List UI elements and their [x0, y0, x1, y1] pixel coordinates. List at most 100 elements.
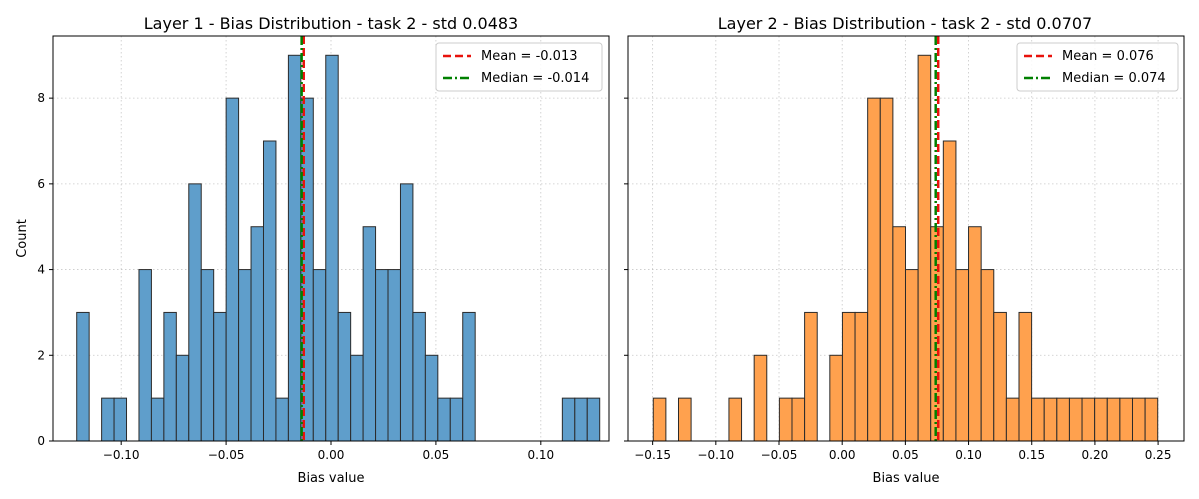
histogram-bar — [677, 397, 692, 442]
histogram-bar — [791, 397, 806, 442]
reference-lines — [934, 36, 940, 441]
reference-lines — [300, 36, 305, 441]
histogram-bar — [113, 397, 128, 442]
histogram-bar — [968, 226, 982, 442]
x-tick-label: 0.00 — [829, 448, 856, 462]
x-tick-label: 0.15 — [1018, 448, 1045, 462]
x-tick-label: 0.00 — [318, 448, 345, 462]
histogram-bar — [1081, 397, 1096, 442]
histogram-bar — [955, 269, 970, 442]
histogram-bar — [1031, 397, 1045, 442]
legend: Mean = -0.013 Median = -0.014 — [435, 42, 603, 92]
y-ticks — [624, 97, 628, 442]
histogram-bar — [904, 269, 919, 442]
legend-median-label: Median = 0.074 — [1062, 71, 1166, 86]
histogram-bar — [175, 354, 190, 442]
histogram-bar — [980, 269, 995, 442]
histogram-bar — [262, 140, 277, 442]
histogram-bar — [841, 311, 856, 442]
histogram-bar — [1018, 311, 1033, 442]
histogram-bar — [728, 397, 743, 442]
x-tick-label: −0.10 — [103, 448, 140, 462]
histogram-bar — [917, 54, 932, 442]
histogram-bar — [1144, 397, 1159, 442]
histogram-bar — [1043, 397, 1058, 442]
chart-title: Layer 2 - Bias Distribution - task 2 - s… — [718, 14, 1092, 33]
x-tick-label: −0.10 — [697, 448, 734, 462]
histogram-bar — [1131, 397, 1146, 442]
x-axis-label: Bias value — [873, 471, 940, 486]
legend-median-label: Median = -0.014 — [481, 71, 589, 86]
histogram-bar — [753, 354, 768, 442]
histogram-bar — [437, 397, 451, 442]
x-tick-label: 0.10 — [527, 448, 554, 462]
histogram-bar — [867, 97, 881, 442]
histogram-bar — [275, 397, 289, 442]
histogram-bar — [200, 269, 215, 442]
histogram-bar — [375, 269, 389, 442]
y-axis-label: Count — [15, 219, 30, 258]
x-tick-label: 0.20 — [1082, 448, 1109, 462]
legend-mean-label: Mean = 0.076 — [1062, 49, 1154, 64]
histogram-bar — [778, 397, 793, 442]
histogram-bar — [213, 311, 227, 442]
x-tick-label: −0.05 — [761, 448, 798, 462]
x-tick-label: 0.25 — [1145, 448, 1172, 462]
x-tick-label: 0.05 — [892, 448, 919, 462]
histogram-bar — [387, 269, 401, 442]
histogram-bar — [163, 311, 177, 442]
x-ticks: −0.15 −0.10 −0.05 0.00 0.05 0.10 0.15 0.20 0.25 — [634, 441, 1171, 462]
legend-box — [1016, 42, 1179, 92]
y-tick-label: 6 — [37, 177, 45, 191]
y-tick-label: 4 — [37, 263, 45, 277]
histogram-bar — [574, 397, 588, 442]
histogram-bar — [138, 269, 152, 442]
y-tick-label: 8 — [37, 91, 45, 105]
histogram-bar — [412, 311, 426, 442]
histogram-bar — [399, 183, 414, 442]
histogram-bar — [829, 354, 843, 442]
histogram-bar — [1106, 397, 1121, 442]
histogram-bar — [1005, 397, 1020, 442]
histogram-bar — [287, 54, 302, 442]
x-tick-label: −0.05 — [208, 448, 245, 462]
y-tick-label: 0 — [37, 434, 45, 448]
legend: Mean = 0.076 Median = 0.074 — [1016, 42, 1179, 92]
histogram-bar — [76, 311, 90, 442]
histogram-bar — [892, 226, 906, 442]
histogram-bar — [804, 311, 818, 442]
histogram-bar — [1056, 397, 1070, 442]
histogram-bar — [652, 397, 667, 442]
histogram-bar — [101, 397, 115, 442]
histogram-bars — [76, 54, 601, 442]
histogram-bar — [586, 397, 601, 442]
legend-mean-label: Mean = -0.013 — [481, 49, 577, 64]
histogram-bar — [1119, 397, 1133, 442]
axes-frame — [627, 35, 1185, 442]
histogram-bar — [225, 97, 240, 442]
histogram-bar — [561, 397, 576, 442]
y-tick-label: 2 — [37, 348, 45, 362]
panel-layer-1: Layer 1 - Bias Distribution - task 2 - s… — [15, 14, 610, 486]
histogram-bar — [854, 311, 869, 442]
histogram-bar — [150, 397, 165, 442]
histogram-bar — [362, 226, 377, 442]
histogram-bar — [462, 311, 476, 442]
histogram-bar — [424, 354, 439, 442]
histogram-bar — [238, 269, 252, 442]
x-axis-label: Bias value — [298, 471, 365, 486]
histogram-bar — [325, 54, 339, 442]
x-tick-label: −0.15 — [634, 448, 671, 462]
histogram-bar — [993, 311, 1007, 442]
x-ticks: −0.10 −0.05 0.00 0.05 0.10 — [103, 441, 554, 462]
x-tick-label: 0.05 — [423, 448, 450, 462]
panel-layer-2: Layer 2 - Bias Distribution - task 2 - s… — [624, 14, 1185, 486]
histogram-bar — [350, 354, 364, 442]
histogram-bar — [337, 311, 352, 442]
y-ticks: 0 2 4 6 8 — [37, 91, 53, 448]
legend-box — [435, 42, 603, 92]
chart-title: Layer 1 - Bias Distribution - task 2 - s… — [144, 14, 518, 33]
histogram-bar — [1094, 397, 1108, 442]
histogram-bar — [312, 269, 327, 442]
